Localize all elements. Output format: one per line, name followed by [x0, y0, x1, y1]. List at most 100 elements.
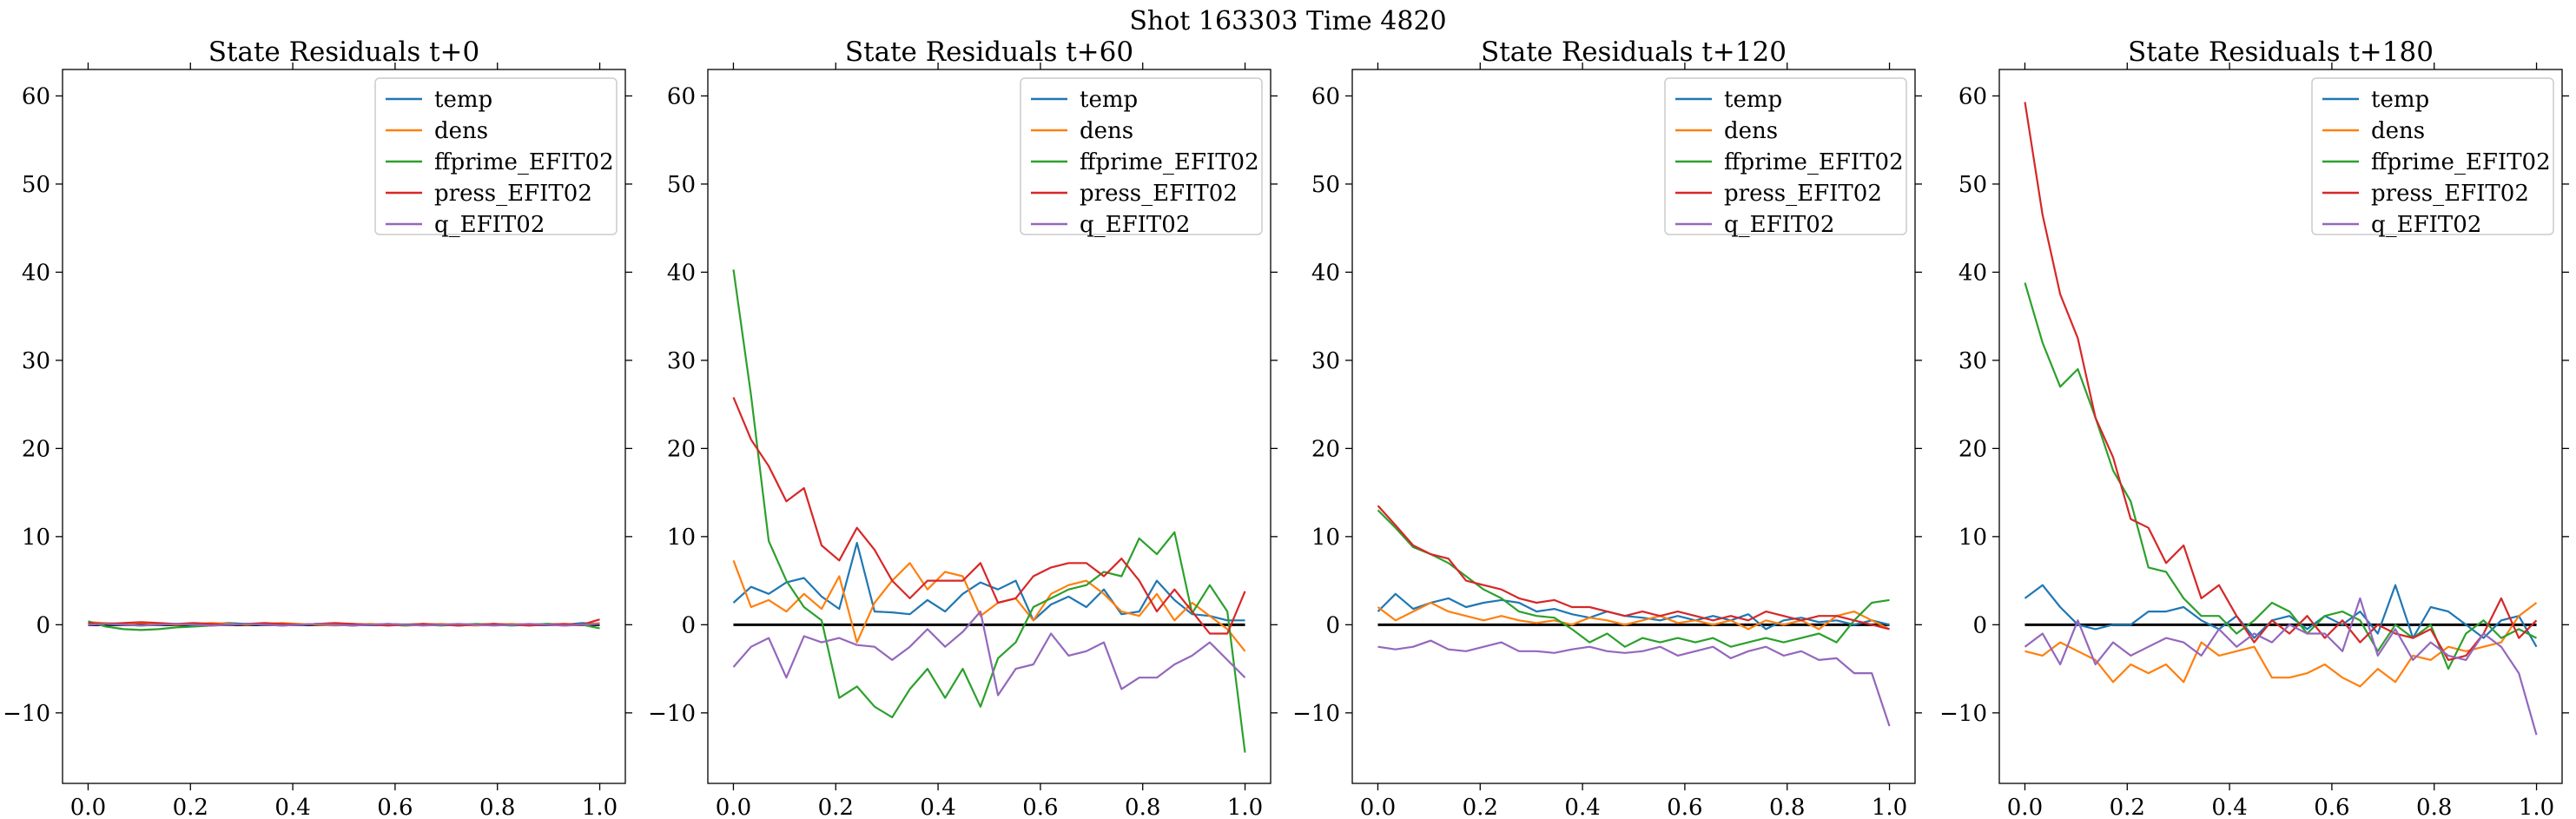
x-tick-label: 1.0: [2519, 795, 2554, 819]
panel-title: State Residuals t+180: [2128, 36, 2434, 68]
panel-title: State Residuals t+60: [845, 36, 1133, 68]
series-line-dens: [1377, 601, 1890, 631]
x-tick-label: 0.4: [920, 795, 955, 819]
y-tick-label: 40: [1311, 260, 1340, 286]
x-tick-label: 0.8: [479, 795, 515, 819]
legend-label: q_EFIT02: [1080, 212, 1190, 238]
y-tick-label: 40: [667, 260, 696, 286]
chart-panel-0: State Residuals t+0 0.0 0.2 0.4 0.6 0.8 1.0 −10…: [3, 36, 632, 819]
series-line-press-efit02: [732, 397, 1246, 635]
legend-label: temp: [1080, 87, 1138, 113]
legend: temp dens ffprime_EFIT02 press_EFIT02 q_EFIT…: [2311, 77, 2554, 238]
legend: temp dens ffprime_EFIT02 press_EFIT02 q_EFIT…: [374, 77, 618, 238]
panel-title: State Residuals t+120: [1481, 36, 1787, 68]
y-tick-label: 50: [667, 172, 696, 198]
series-line-dens: [732, 559, 1246, 652]
axes-frame: [707, 69, 1271, 784]
y-tick-label: 50: [1958, 172, 1987, 198]
y-tick-label: 0: [1972, 612, 1987, 638]
legend-label: dens: [1724, 118, 1778, 144]
x-tick-label: 0.8: [2416, 795, 2452, 819]
legend-box: [374, 77, 618, 235]
y-tick-label: 30: [667, 348, 696, 374]
y-tick-label: 50: [1311, 172, 1340, 198]
series-line-temp: [732, 541, 1245, 622]
x-tick-label: 0.0: [1360, 795, 1396, 819]
legend-label: press_EFIT02: [434, 181, 592, 207]
series-line-press-efit02: [1377, 505, 1890, 631]
y-tick-label: 20: [1311, 436, 1340, 462]
y-tick-label: −10: [648, 701, 696, 727]
legend-box: [1664, 77, 1907, 235]
y-tick-label: −10: [3, 701, 50, 727]
legend-label: ffprime_EFIT02: [2371, 149, 2551, 175]
y-tick-label: 0: [36, 612, 50, 638]
x-tick-label: 1.0: [582, 795, 618, 819]
legend-label: temp: [1724, 87, 1782, 113]
axes-frame: [62, 69, 626, 784]
legend-label: ffprime_EFIT02: [1080, 149, 1259, 175]
x-tick-label: 0.4: [2211, 795, 2247, 819]
series-line-ffprime-efit02: [2024, 282, 2537, 670]
y-tick-label: 0: [681, 612, 696, 638]
x-tick-label: 0.6: [1022, 795, 1058, 819]
legend-label: dens: [434, 118, 488, 144]
legend: temp dens ffprime_EFIT02 press_EFIT02 q_EFIT…: [1664, 77, 1907, 238]
series-line-press-efit02: [2024, 102, 2538, 662]
y-tick-label: 10: [22, 525, 50, 551]
x-tick-label: 1.0: [1227, 795, 1263, 819]
chart-panel-1: State Residuals t+60 0.0 0.2 0.4 0.6 0.8 1.0 −1…: [648, 36, 1278, 819]
panels: State Residuals t+0 0.0 0.2 0.4 0.6 0.8 1.0 −10…: [3, 36, 2569, 819]
legend-label: press_EFIT02: [1724, 181, 1882, 207]
axes-frame: [1998, 69, 2563, 784]
legend-label: temp: [434, 87, 492, 113]
y-tick-label: −10: [1939, 701, 1987, 727]
series-line-q-efit02: [88, 623, 600, 627]
series-line-ffprime-efit02: [1377, 509, 1890, 648]
figure-suptitle: Shot 163303 Time 4820: [1129, 6, 1446, 36]
y-tick-label: 10: [1958, 525, 1987, 551]
legend-label: ffprime_EFIT02: [434, 149, 614, 175]
x-tick-label: 0.2: [2110, 795, 2145, 819]
y-tick-label: 30: [22, 348, 50, 374]
series-line-q-efit02: [2024, 597, 2538, 736]
y-tick-label: −10: [1292, 701, 1340, 727]
y-tick-label: 30: [1311, 348, 1340, 374]
legend-label: q_EFIT02: [434, 212, 545, 238]
x-tick-label: 0.6: [1667, 795, 1702, 819]
legend-label: q_EFIT02: [1724, 212, 1834, 238]
x-tick-label: 0.8: [1769, 795, 1805, 819]
x-tick-label: 1.0: [1872, 795, 1907, 819]
y-tick-label: 60: [1958, 83, 1987, 109]
x-tick-label: 0.6: [377, 795, 413, 819]
panel-title: State Residuals t+0: [208, 36, 479, 68]
y-tick-label: 30: [1958, 348, 1987, 374]
chart-panel-3: State Residuals t+180 0.0 0.2 0.4 0.6 0.8 1.0 −…: [1939, 36, 2569, 819]
x-tick-label: 0.2: [818, 795, 854, 819]
x-tick-label: 0.6: [2314, 795, 2349, 819]
legend-label: press_EFIT02: [1080, 181, 1238, 207]
y-tick-label: 60: [667, 83, 696, 109]
legend-label: ffprime_EFIT02: [1724, 149, 1904, 175]
y-tick-label: 10: [1311, 525, 1340, 551]
y-tick-label: 60: [1311, 83, 1340, 109]
x-tick-label: 0.0: [2007, 795, 2043, 819]
legend: temp dens ffprime_EFIT02 press_EFIT02 q_EFIT…: [1020, 77, 1263, 238]
legend-label: temp: [2371, 87, 2429, 113]
series-line-temp: [1377, 592, 1890, 631]
series-line-q-efit02: [1377, 639, 1891, 727]
y-tick-label: 10: [667, 525, 696, 551]
legend-label: dens: [1080, 118, 1133, 144]
y-tick-label: 0: [1325, 612, 1340, 638]
x-tick-label: 0.2: [1463, 795, 1498, 819]
y-tick-label: 20: [1958, 436, 1987, 462]
y-tick-label: 40: [22, 260, 50, 286]
legend-label: press_EFIT02: [2371, 181, 2529, 207]
y-tick-label: 40: [1958, 260, 1987, 286]
legend-box: [1020, 77, 1263, 235]
legend-label: q_EFIT02: [2371, 212, 2481, 238]
y-tick-label: 50: [22, 172, 50, 198]
x-tick-label: 0.4: [274, 795, 310, 819]
series-line-dens: [2024, 602, 2538, 688]
